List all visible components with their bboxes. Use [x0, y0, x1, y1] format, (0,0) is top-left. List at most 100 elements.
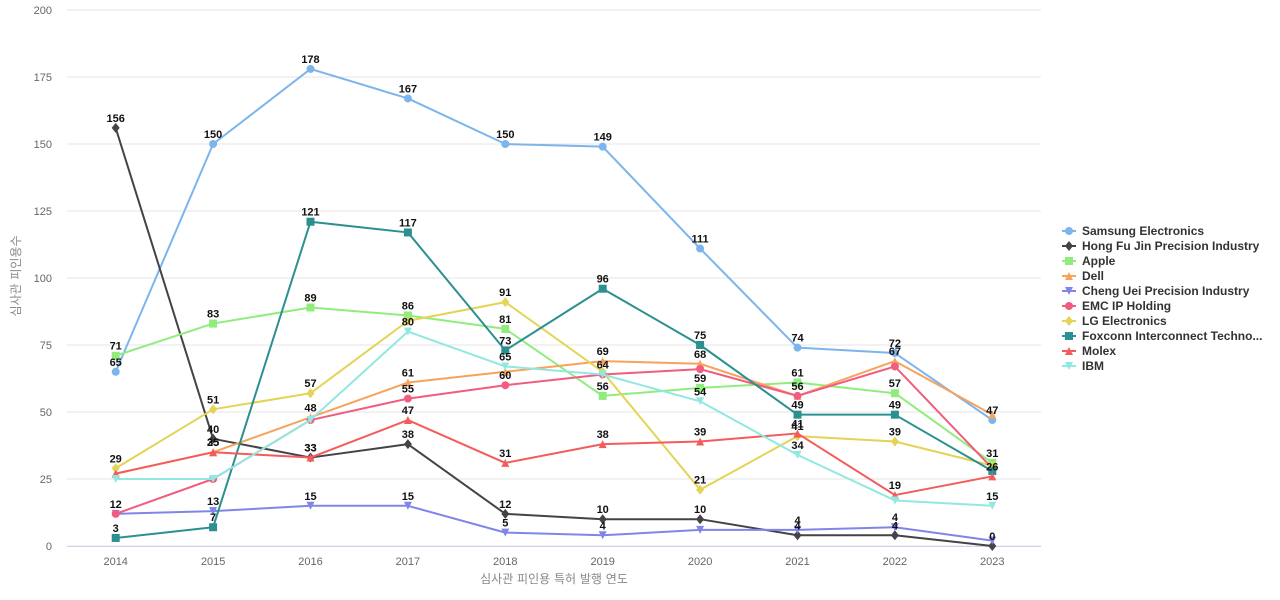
- data-label: 12: [110, 499, 122, 511]
- data-point: [209, 319, 218, 328]
- legend-marker-icon: [1065, 332, 1073, 340]
- data-label: 33: [304, 443, 316, 455]
- data-point: [793, 450, 802, 459]
- data-point: [598, 531, 607, 540]
- data-point: [111, 351, 120, 360]
- data-point: [598, 357, 607, 366]
- legend-item[interactable]: Foxconn Interconnect Techno...: [1062, 329, 1262, 343]
- data-point: [111, 463, 120, 474]
- data-label: 156: [107, 113, 125, 125]
- data-label: 34: [791, 440, 804, 452]
- data-label: 25: [207, 437, 219, 449]
- data-label: 60: [499, 370, 511, 382]
- x-tick-label: 2021: [785, 556, 809, 568]
- data-point: [306, 388, 315, 399]
- data-label: 35: [207, 437, 219, 449]
- legend-label: Molex: [1082, 344, 1116, 358]
- data-label: 74: [791, 333, 804, 345]
- series-line: [115, 301, 993, 491]
- data-label: 57: [304, 378, 316, 390]
- legend-item[interactable]: EMC IP Holding: [1062, 299, 1171, 313]
- data-point: [501, 362, 510, 371]
- data-label: 150: [496, 129, 514, 141]
- data-label: 38: [402, 429, 414, 441]
- data-label: 86: [402, 301, 414, 313]
- data-label: 91: [499, 287, 511, 299]
- data-point: [598, 370, 607, 379]
- data-label: 80: [402, 317, 414, 329]
- legend-label: Apple: [1082, 254, 1116, 268]
- legend-item[interactable]: Cheng Uei Precision Industry: [1062, 284, 1250, 298]
- legend-item[interactable]: LG Electronics: [1062, 314, 1167, 328]
- legend-item[interactable]: Molex: [1062, 344, 1116, 358]
- legend-item[interactable]: Dell: [1062, 269, 1104, 283]
- data-label: 68: [694, 349, 706, 361]
- data-point: [890, 349, 899, 358]
- data-point: [306, 303, 315, 312]
- data-point: [209, 507, 218, 516]
- data-label: 7: [210, 512, 216, 524]
- legend-marker-icon: [1065, 241, 1073, 251]
- data-point: [501, 458, 510, 467]
- data-label: 51: [207, 394, 219, 406]
- legend-item[interactable]: IBM: [1062, 359, 1104, 373]
- legend-label: Hong Fu Jin Precision Industry: [1082, 239, 1260, 253]
- data-point: [403, 378, 412, 387]
- data-label: 41: [791, 418, 803, 430]
- data-point: [696, 514, 705, 525]
- data-label: 67: [889, 346, 901, 358]
- legend-label: Samsung Electronics: [1082, 224, 1204, 238]
- grid: [67, 9, 1041, 547]
- data-point: [306, 501, 315, 510]
- data-label: 178: [301, 54, 319, 66]
- data-point: [988, 472, 997, 481]
- data-label: 61: [402, 368, 414, 380]
- data-label: 4: [794, 515, 801, 527]
- data-point: [111, 533, 120, 542]
- series-line: [115, 419, 993, 497]
- legend-label: Cheng Uei Precision Industry: [1082, 284, 1250, 298]
- data-point: [598, 440, 607, 449]
- legend-marker-icon: [1065, 227, 1073, 235]
- data-point: [209, 433, 218, 444]
- data-point: [793, 391, 802, 400]
- data-label: 21: [694, 475, 706, 487]
- series-0: [111, 64, 997, 425]
- data-point: [403, 315, 412, 326]
- legend-item[interactable]: Samsung Electronics: [1062, 224, 1204, 238]
- data-point: [209, 140, 218, 148]
- data-point: [306, 416, 315, 425]
- data-point: [696, 341, 705, 349]
- data-label: 39: [889, 426, 901, 438]
- y-tick-label: 175: [34, 72, 52, 84]
- y-tick-label: 100: [34, 273, 52, 285]
- data-label: 121: [301, 207, 319, 219]
- series-line: [115, 306, 993, 464]
- data-label: 13: [207, 496, 219, 508]
- data-label: 61: [791, 368, 803, 380]
- legend-item[interactable]: Apple: [1062, 254, 1116, 268]
- data-label: 75: [694, 330, 706, 342]
- data-point: [501, 297, 510, 308]
- data-label: 3: [113, 523, 119, 535]
- data-label: 65: [110, 357, 122, 369]
- legend-item[interactable]: Hong Fu Jin Precision Industry: [1062, 239, 1260, 253]
- data-point: [403, 94, 412, 103]
- data-label: 54: [694, 386, 707, 398]
- series-7: [111, 217, 997, 542]
- series-9: [111, 327, 997, 510]
- data-point: [501, 346, 510, 355]
- data-point: [890, 436, 899, 447]
- data-point: [501, 140, 510, 148]
- data-point: [306, 217, 315, 226]
- data-point: [501, 508, 510, 519]
- data-point: [890, 496, 899, 505]
- series-line: [115, 504, 993, 542]
- data-point: [988, 501, 997, 510]
- data-point: [403, 416, 412, 425]
- data-point: [696, 397, 705, 406]
- data-label: 4: [794, 520, 801, 532]
- data-point: [111, 367, 120, 376]
- data-point: [793, 429, 802, 438]
- data-point: [111, 122, 120, 133]
